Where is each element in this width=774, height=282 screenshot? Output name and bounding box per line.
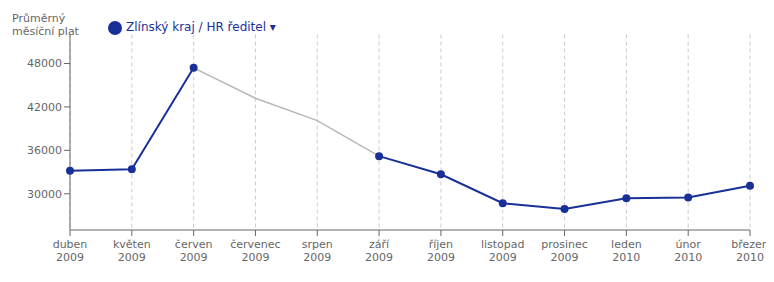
svg-text:říjen2009: říjen2009: [427, 238, 455, 264]
svg-text:duben2009: duben2009: [53, 238, 88, 264]
svg-text:listopad2009: listopad2009: [481, 238, 525, 264]
svg-text:březen2010: březen2010: [731, 238, 766, 264]
svg-text:červenec2009: červenec2009: [230, 238, 280, 264]
svg-text:září2009: září2009: [365, 238, 393, 264]
svg-text:srpen2009: srpen2009: [302, 238, 333, 264]
svg-text:únor2010: únor2010: [674, 238, 702, 264]
svg-text:42000: 42000: [27, 101, 62, 114]
html-text:Průměrný měsíční plat: Průměrný měsíční plat: [12, 12, 79, 38]
html-text:Zlínský kraj / HR ředitel ▾: Zlínský kraj / HR ředitel ▾: [126, 20, 276, 34]
svg-text:květen2009: květen2009: [113, 238, 151, 264]
svg-text:36000: 36000: [27, 144, 62, 157]
svg-text:prosinec2009: prosinec2009: [541, 238, 588, 264]
svg-text:červen2009: červen2009: [175, 238, 213, 264]
svg-text:48000: 48000: [27, 57, 62, 70]
svg-text:leden2010: leden2010: [611, 238, 642, 264]
svg-text:30000: 30000: [27, 188, 62, 201]
